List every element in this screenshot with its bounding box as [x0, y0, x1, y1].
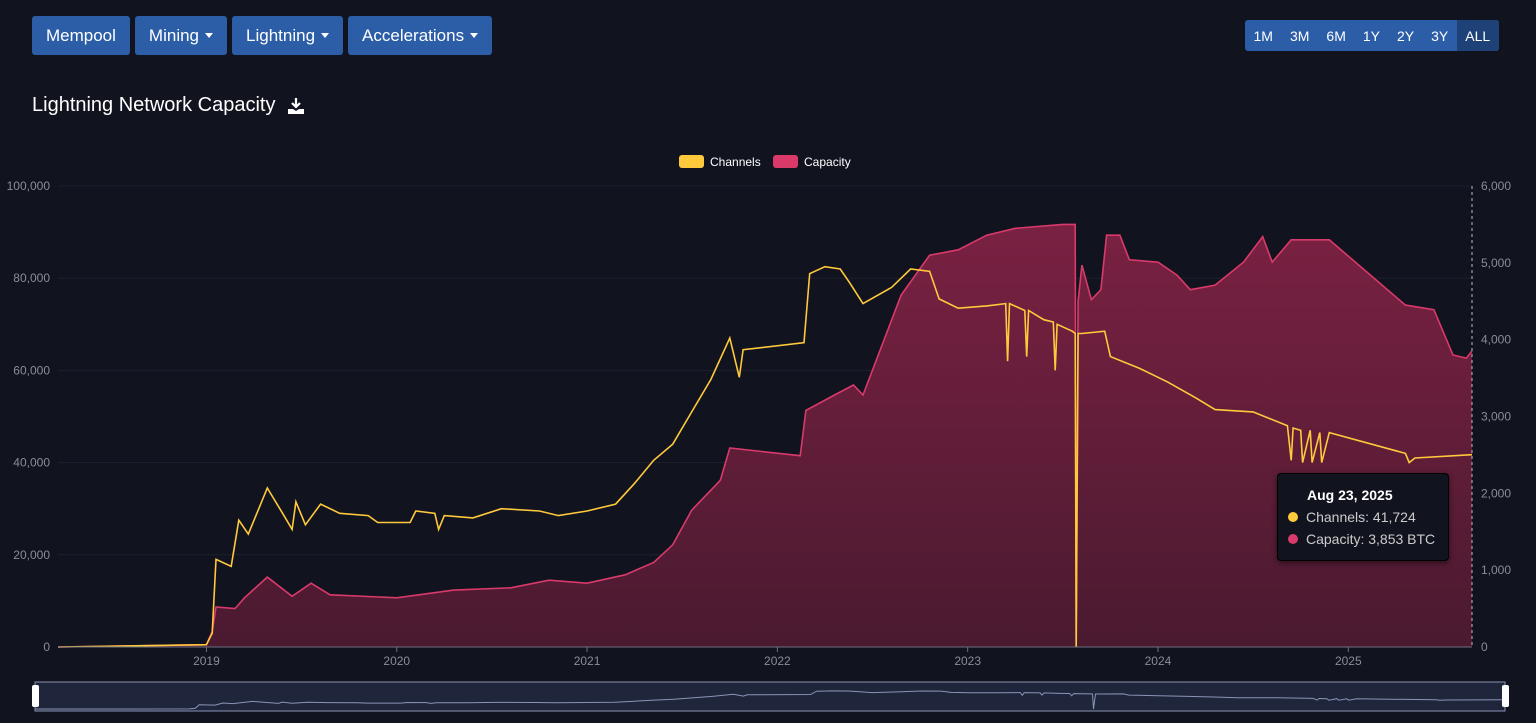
- y-left-tick-label: 60,000: [13, 363, 50, 377]
- legend-item-channels[interactable]: Channels: [710, 155, 761, 169]
- y-left-tick-label: 0: [43, 640, 50, 654]
- y-right-tick-label: 6,000: [1481, 179, 1511, 193]
- download-icon[interactable]: [287, 97, 305, 115]
- y-left-tick-label: 20,000: [13, 548, 50, 562]
- nav-lightning-button[interactable]: Lightning: [232, 16, 344, 55]
- y-right-tick-label: 2,000: [1481, 486, 1511, 500]
- nav-button-label: Mempool: [46, 25, 116, 45]
- page-title: Lightning Network Capacity: [32, 94, 276, 116]
- x-tick-label: 2023: [954, 654, 981, 668]
- nav-button-label: Lightning: [246, 25, 316, 45]
- range-1y-button[interactable]: 1Y: [1362, 27, 1380, 44]
- y-left-tick-label: 40,000: [13, 456, 50, 470]
- legend-swatch-icon[interactable]: [773, 155, 798, 168]
- x-tick-label: 2024: [1145, 654, 1172, 668]
- range-1m-button[interactable]: 1M: [1253, 27, 1273, 44]
- y-right-tick-label: 4,000: [1481, 333, 1511, 347]
- chart-title: Lightning Network Capacity: [32, 94, 305, 117]
- range-3y-button[interactable]: 3Y: [1431, 27, 1449, 44]
- y-right-tick-label: 3,000: [1481, 410, 1511, 424]
- nav-mempool-button[interactable]: Mempool: [32, 16, 130, 55]
- time-range-selector: 1M 3M 6M 1Y 2Y 3Y ALL: [1245, 20, 1499, 51]
- tooltip-capacity: Capacity: 3,853 BTC: [1306, 531, 1436, 547]
- top-nav: Mempool Mining Lightning Accelerations: [32, 16, 493, 55]
- nav-button-label: Accelerations: [362, 25, 465, 45]
- x-tick-label: 2021: [574, 654, 601, 668]
- caret-down-icon: [321, 33, 330, 38]
- tooltip-channels: Channels: 41,724: [1306, 509, 1416, 525]
- channels-dot-icon: [1288, 512, 1298, 522]
- caret-down-icon: [205, 33, 214, 38]
- range-3m-button[interactable]: 3M: [1289, 27, 1310, 44]
- x-tick-label: 2025: [1335, 654, 1362, 668]
- range-2y-button[interactable]: 2Y: [1396, 27, 1415, 44]
- capacity-area: [58, 224, 1472, 647]
- nav-button-label: Mining: [148, 25, 200, 45]
- y-left-tick-label: 100,000: [7, 179, 51, 193]
- tooltip-date: Aug 23, 2025: [1307, 487, 1393, 503]
- x-tick-label: 2022: [764, 654, 791, 668]
- nav-accelerations-button[interactable]: Accelerations: [348, 16, 493, 55]
- zoom-slider-window: [34, 681, 1506, 712]
- x-tick-label: 2020: [383, 654, 410, 668]
- y-right-tick-label: 0: [1481, 640, 1488, 654]
- x-tick-label: 2019: [193, 654, 220, 668]
- nav-mining-button[interactable]: Mining: [134, 16, 228, 55]
- legend-swatch-icon[interactable]: [679, 155, 704, 168]
- zoom-slider-handle[interactable]: [32, 685, 39, 707]
- range-6m-button[interactable]: 6M: [1326, 27, 1346, 44]
- capacity-dot-icon: [1288, 534, 1298, 544]
- legend-item-capacity[interactable]: Capacity: [804, 155, 851, 169]
- caret-down-icon: [470, 33, 479, 38]
- capacity-line: [57, 223, 1473, 648]
- range-all-button[interactable]: ALL: [1456, 20, 1499, 51]
- y-right-tick-label: 5,000: [1481, 256, 1511, 270]
- chart-tooltip: Aug 23, 2025 Channels: 41,724 Capacity: …: [1277, 473, 1449, 561]
- y-right-tick-label: 1,000: [1481, 563, 1511, 577]
- zoom-slider-preview: [34, 690, 1506, 710]
- y-left-tick-label: 80,000: [13, 271, 50, 285]
- zoom-slider-handle[interactable]: [1502, 685, 1509, 707]
- channels-line: [57, 265, 1473, 648]
